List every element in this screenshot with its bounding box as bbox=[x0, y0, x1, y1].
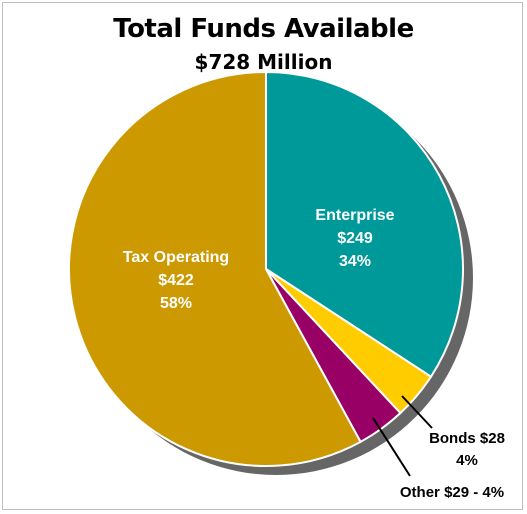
pie-slice-tax-operating bbox=[68, 70, 362, 467]
slice-label-other: Other $29 - 4% bbox=[400, 484, 504, 501]
slice-label-tax-percent: 58% bbox=[160, 295, 192, 312]
leader-line-bonds bbox=[401, 395, 433, 429]
leader-line-other bbox=[372, 417, 411, 477]
slice-label-enterprise-percent: 34% bbox=[339, 253, 371, 270]
pie-slices bbox=[68, 70, 464, 467]
slice-label-tax-amount: $422 bbox=[158, 272, 194, 289]
slice-label-tax-name: Tax Operating bbox=[123, 249, 229, 266]
leader-lines bbox=[372, 395, 433, 477]
slice-label-bonds-percent: 4% bbox=[456, 452, 478, 469]
slice-label-enterprise-name: Enterprise bbox=[315, 207, 394, 224]
slice-label-bonds-name: Bonds $28 bbox=[429, 430, 505, 447]
chart-title: Total Funds Available bbox=[113, 14, 414, 44]
slice-label-enterprise-amount: $249 bbox=[337, 230, 373, 247]
chart-subtitle: $728 Million bbox=[194, 50, 333, 74]
